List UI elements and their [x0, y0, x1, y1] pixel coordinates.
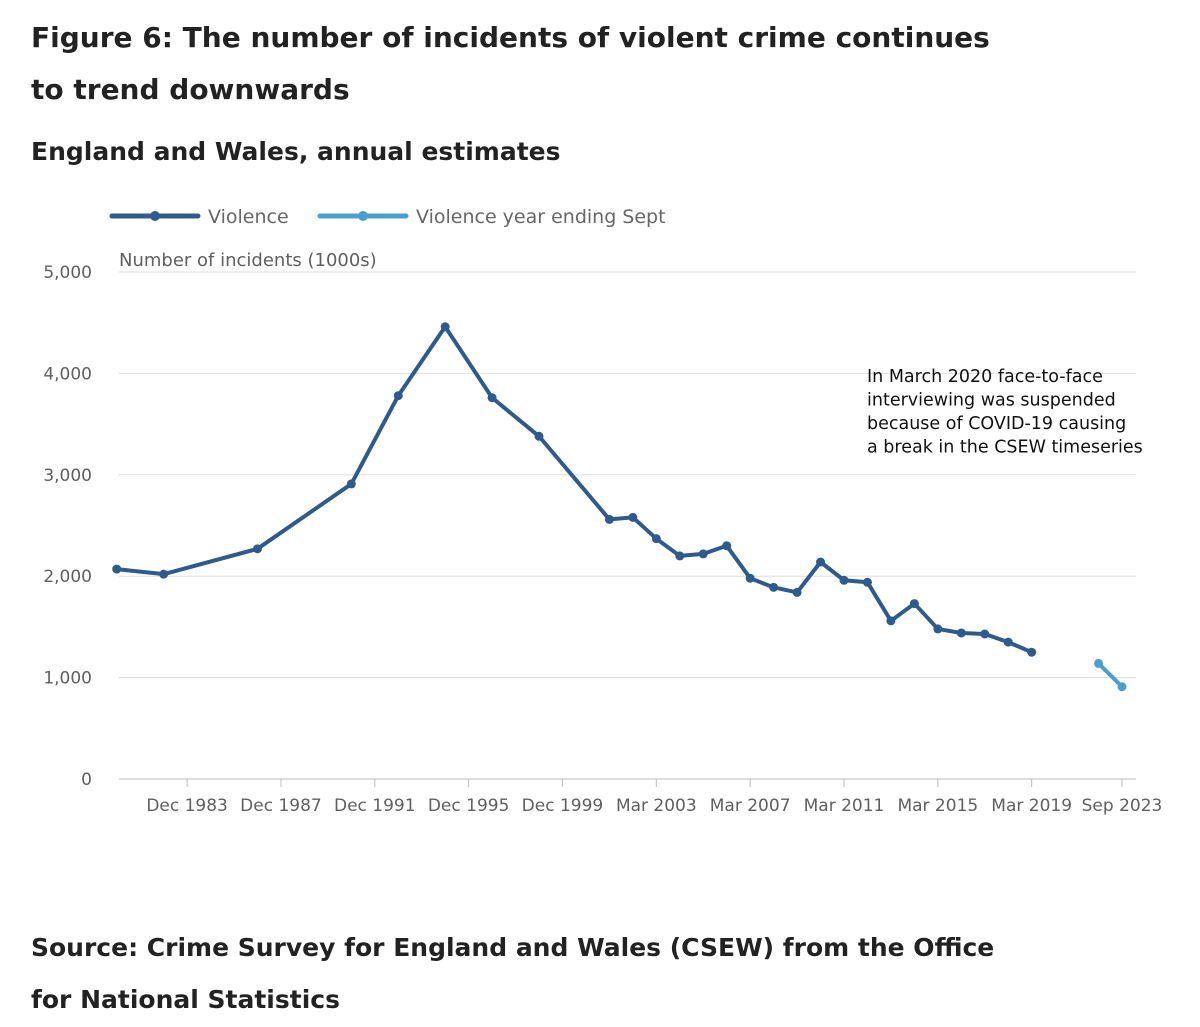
- data-point: [159, 569, 169, 579]
- data-point: [651, 534, 661, 544]
- x-tick-label: Dec 1987: [240, 796, 322, 816]
- annotation-line: interviewing was suspended: [867, 391, 1116, 411]
- data-point: [722, 541, 732, 551]
- data-point: [792, 587, 802, 597]
- legend-marker: [150, 211, 160, 221]
- x-tick-label: Dec 1995: [428, 796, 510, 816]
- data-point: [745, 573, 755, 583]
- x-tick-label: Mar 2003: [616, 796, 697, 816]
- covid-annotation: In March 2020 face-to-face interviewing w…: [867, 367, 1143, 458]
- y-tick-label: 5,000: [43, 263, 92, 283]
- x-axis: Dec 1983 Dec 1987 Dec 1991 Dec 1995 Dec 1999…: [146, 779, 1162, 816]
- figure-subtitle: England and Wales, annual estimates: [31, 137, 561, 166]
- data-point: [980, 629, 990, 639]
- data-point: [393, 391, 403, 401]
- data-point: [956, 628, 966, 638]
- annotation-line: a break in the CSEW timeseries: [867, 438, 1143, 458]
- legend-label: Violence year ending Sept: [416, 206, 666, 228]
- source-note: Source: Crime Survey for England and Wal…: [31, 933, 995, 1014]
- x-tick-label: Mar 2011: [804, 796, 885, 816]
- data-point: [862, 577, 872, 587]
- legend-marker: [358, 211, 368, 221]
- gridlines: [119, 271, 1136, 780]
- data-point: [112, 564, 122, 574]
- data-point: [816, 557, 826, 567]
- x-tick-label: Mar 2007: [710, 796, 791, 816]
- y-axis: 0 1,000 2,000 3,000 4,000 5,000: [43, 263, 92, 790]
- x-tick-label: Mar 2019: [991, 796, 1072, 816]
- data-point: [675, 551, 685, 561]
- data-point: [440, 322, 450, 332]
- data-point: [933, 624, 943, 634]
- data-point: [698, 549, 708, 559]
- annotation-line: In March 2020 face-to-face: [867, 367, 1103, 387]
- data-point: [1117, 682, 1127, 692]
- legend-label: Violence: [208, 206, 289, 228]
- y-tick-label: 0: [81, 770, 92, 790]
- data-point: [346, 479, 356, 489]
- data-point: [628, 512, 638, 522]
- data-point: [1003, 637, 1013, 647]
- data-point: [769, 582, 779, 592]
- data-point: [886, 616, 896, 626]
- x-tick-label: Dec 1983: [146, 796, 228, 816]
- x-tick-label: Sep 2023: [1082, 796, 1163, 816]
- x-tick-label: Dec 1999: [522, 796, 604, 816]
- x-tick-label: Mar 2015: [897, 796, 978, 816]
- x-tick-label: Dec 1991: [334, 796, 416, 816]
- y-tick-label: 4,000: [43, 364, 92, 384]
- data-point: [1094, 658, 1104, 668]
- y-tick-label: 1,000: [43, 669, 92, 689]
- series-group: [112, 322, 1127, 692]
- y-axis-title: Number of incidents (1000s): [119, 250, 377, 271]
- series-line-violence-year-ending-sept: [1096, 661, 1124, 689]
- legend: Violence Violence year ending Sept: [109, 206, 666, 228]
- data-point: [487, 393, 497, 403]
- y-tick-label: 2,000: [43, 567, 92, 587]
- data-point: [604, 514, 614, 524]
- data-point: [909, 599, 919, 609]
- data-point: [534, 431, 544, 441]
- data-point: [252, 544, 262, 554]
- data-point: [839, 575, 849, 585]
- annotation-line: because of COVID-19 causing: [867, 414, 1126, 434]
- data-point: [1027, 647, 1037, 657]
- y-tick-label: 3,000: [43, 466, 92, 486]
- figure-title: Figure 6: The number of incidents of vio…: [31, 21, 990, 106]
